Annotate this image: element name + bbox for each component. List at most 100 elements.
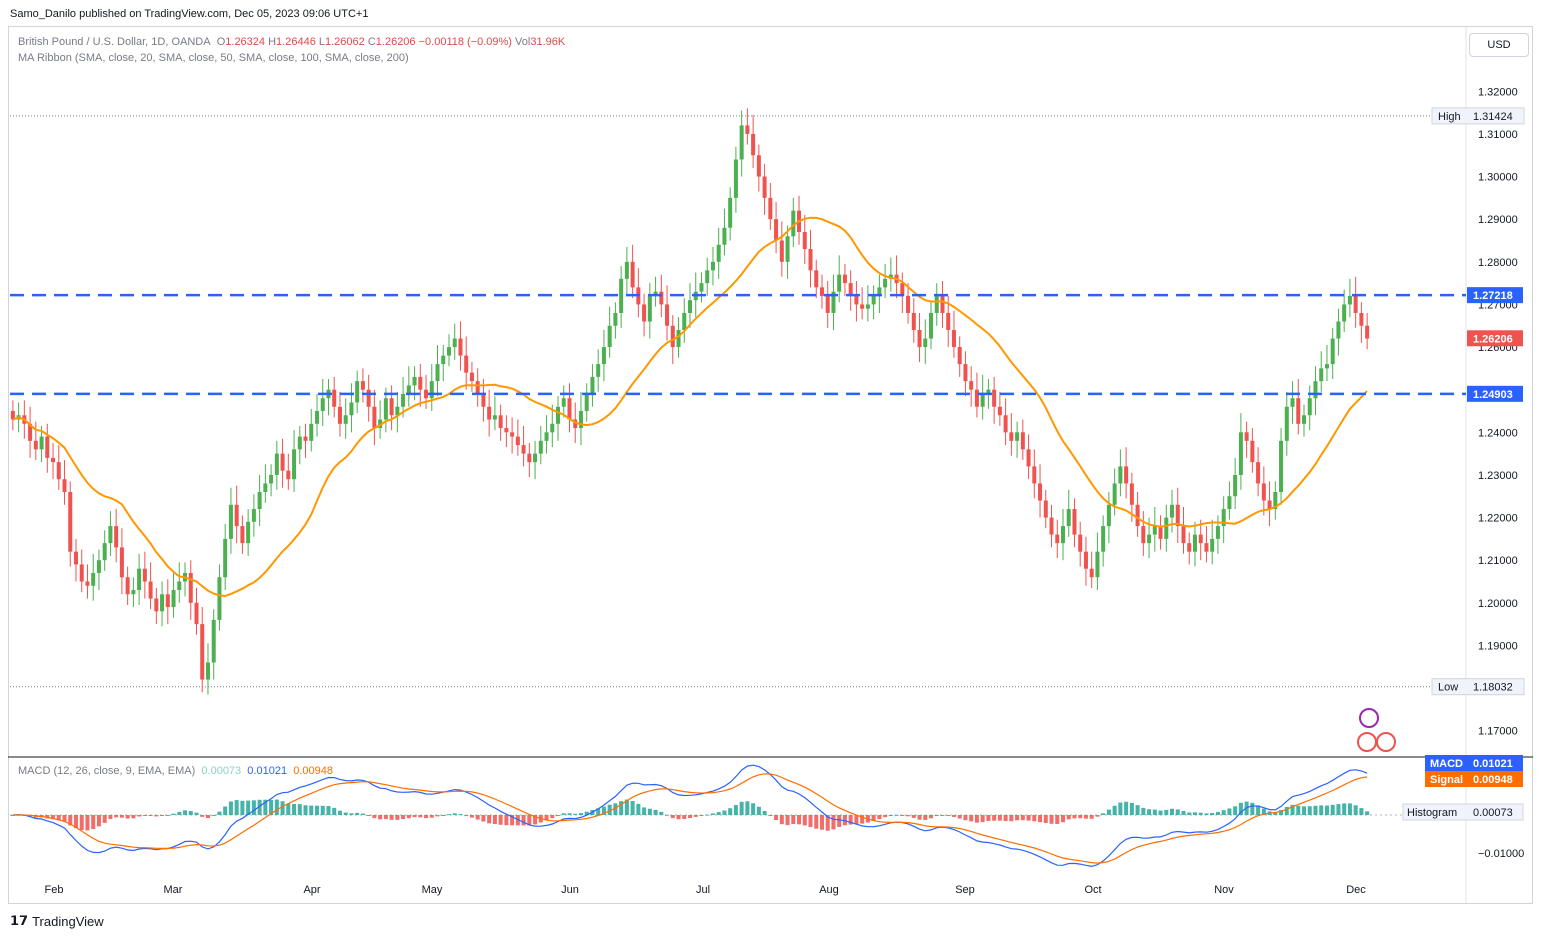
- candle-body: [774, 219, 779, 241]
- candle-body: [492, 415, 497, 420]
- macd-tag-value: 0.01021: [1473, 758, 1513, 770]
- histogram-bar: [337, 810, 342, 815]
- candle-body: [1324, 364, 1329, 369]
- histogram-bar: [951, 815, 956, 817]
- candle-body: [573, 419, 578, 429]
- currency-button[interactable]: USD: [1469, 33, 1529, 57]
- candle-body: [51, 457, 56, 463]
- candle-body: [986, 389, 991, 394]
- histogram-bar: [1353, 805, 1358, 815]
- candle-body: [957, 347, 962, 365]
- price-tick-label: 1.28000: [1478, 257, 1518, 269]
- histogram-bar: [1095, 815, 1100, 817]
- price-tick-label: 1.32000: [1478, 86, 1518, 98]
- candle-body: [848, 283, 853, 296]
- candle-body: [670, 325, 675, 348]
- histogram-bar: [1147, 809, 1152, 815]
- histogram-bar: [533, 815, 538, 825]
- histogram-bar: [1330, 804, 1335, 815]
- candle-body: [1060, 526, 1066, 544]
- price-tick-label: 1.20000: [1478, 598, 1518, 610]
- histogram-bar: [160, 815, 165, 816]
- candle-body: [1192, 534, 1197, 552]
- low-value: 1.26062: [325, 36, 365, 48]
- candle-body: [779, 240, 784, 262]
- candle-body: [1302, 415, 1307, 424]
- histogram-bar: [274, 799, 279, 815]
- candle-body: [148, 581, 153, 599]
- candle-body: [791, 210, 796, 237]
- histogram-bar: [550, 815, 555, 819]
- histogram-bar: [1158, 810, 1163, 815]
- last-price-label: 1.26206: [1473, 333, 1513, 345]
- candle-body: [1095, 551, 1100, 578]
- histogram-bar: [1307, 806, 1312, 815]
- histogram-bar: [458, 814, 463, 816]
- candle-body: [337, 406, 342, 424]
- month-label: Jun: [561, 884, 579, 896]
- candle-body: [1072, 509, 1077, 535]
- candle-body: [969, 381, 974, 390]
- histogram-bar: [756, 806, 761, 815]
- candle-body: [246, 521, 251, 544]
- histogram-bar: [349, 813, 354, 815]
- month-label: Nov: [1214, 884, 1234, 896]
- candle-body: [360, 381, 365, 390]
- candle-body: [596, 364, 601, 377]
- histogram-bar: [665, 814, 670, 816]
- candle-body: [687, 300, 693, 313]
- histogram-bar: [183, 810, 188, 815]
- candle-body: [1204, 543, 1209, 552]
- histogram-bar: [728, 808, 733, 815]
- histogram-bar: [705, 814, 710, 816]
- candle-body: [1164, 517, 1169, 539]
- candle-body: [125, 577, 130, 595]
- candle-body: [1273, 491, 1278, 510]
- histogram-bar: [320, 805, 325, 815]
- level-value-low: 1.18032: [1473, 682, 1513, 694]
- histogram-bar: [1170, 808, 1175, 815]
- price-tick-label: 1.24000: [1478, 427, 1518, 439]
- candle-body: [1066, 509, 1071, 527]
- histogram-bar: [653, 809, 658, 815]
- histogram-bar: [774, 815, 779, 820]
- histogram-bar: [647, 808, 652, 815]
- candle-body: [1296, 398, 1301, 424]
- histogram-bar: [137, 815, 142, 817]
- histogram-bar: [699, 815, 704, 816]
- histogram-bar: [1003, 815, 1008, 822]
- histogram-bar: [154, 815, 159, 817]
- histogram-bar: [1296, 805, 1301, 815]
- histogram-bar: [739, 801, 744, 815]
- candle-body: [1026, 449, 1031, 467]
- candle-body: [91, 572, 96, 586]
- histogram-bar: [1256, 805, 1261, 815]
- candle-body: [171, 590, 176, 608]
- candle-body: [137, 568, 142, 591]
- candle-body: [205, 662, 210, 680]
- histogram-bar: [624, 799, 629, 815]
- histogram-bar: [223, 806, 228, 815]
- histogram-bar: [733, 805, 738, 815]
- histogram-bar: [108, 815, 113, 819]
- histogram-bar: [911, 815, 916, 818]
- histogram-bar: [934, 815, 939, 816]
- histogram-bar: [343, 812, 348, 815]
- histogram-bar: [96, 815, 101, 827]
- candle-body: [1250, 440, 1255, 463]
- candle-body: [854, 295, 859, 305]
- histogram-bar: [573, 813, 578, 815]
- candle-body: [745, 125, 750, 134]
- candle-body: [165, 594, 170, 608]
- candle-body: [45, 436, 50, 458]
- histogram-bar: [240, 800, 245, 815]
- candle-body: [1003, 415, 1008, 433]
- candle-body: [228, 504, 233, 539]
- histogram-bar: [1026, 815, 1031, 821]
- footer: 𝟭𝟳 TradingView: [10, 913, 104, 929]
- candle-body: [584, 393, 589, 411]
- ma-ribbon-legend: MA Ribbon (SMA, close, 20, SMA, close, 5…: [18, 52, 409, 64]
- histogram-bar: [469, 815, 474, 818]
- candle-body: [1198, 534, 1203, 544]
- candle-body: [1020, 432, 1025, 450]
